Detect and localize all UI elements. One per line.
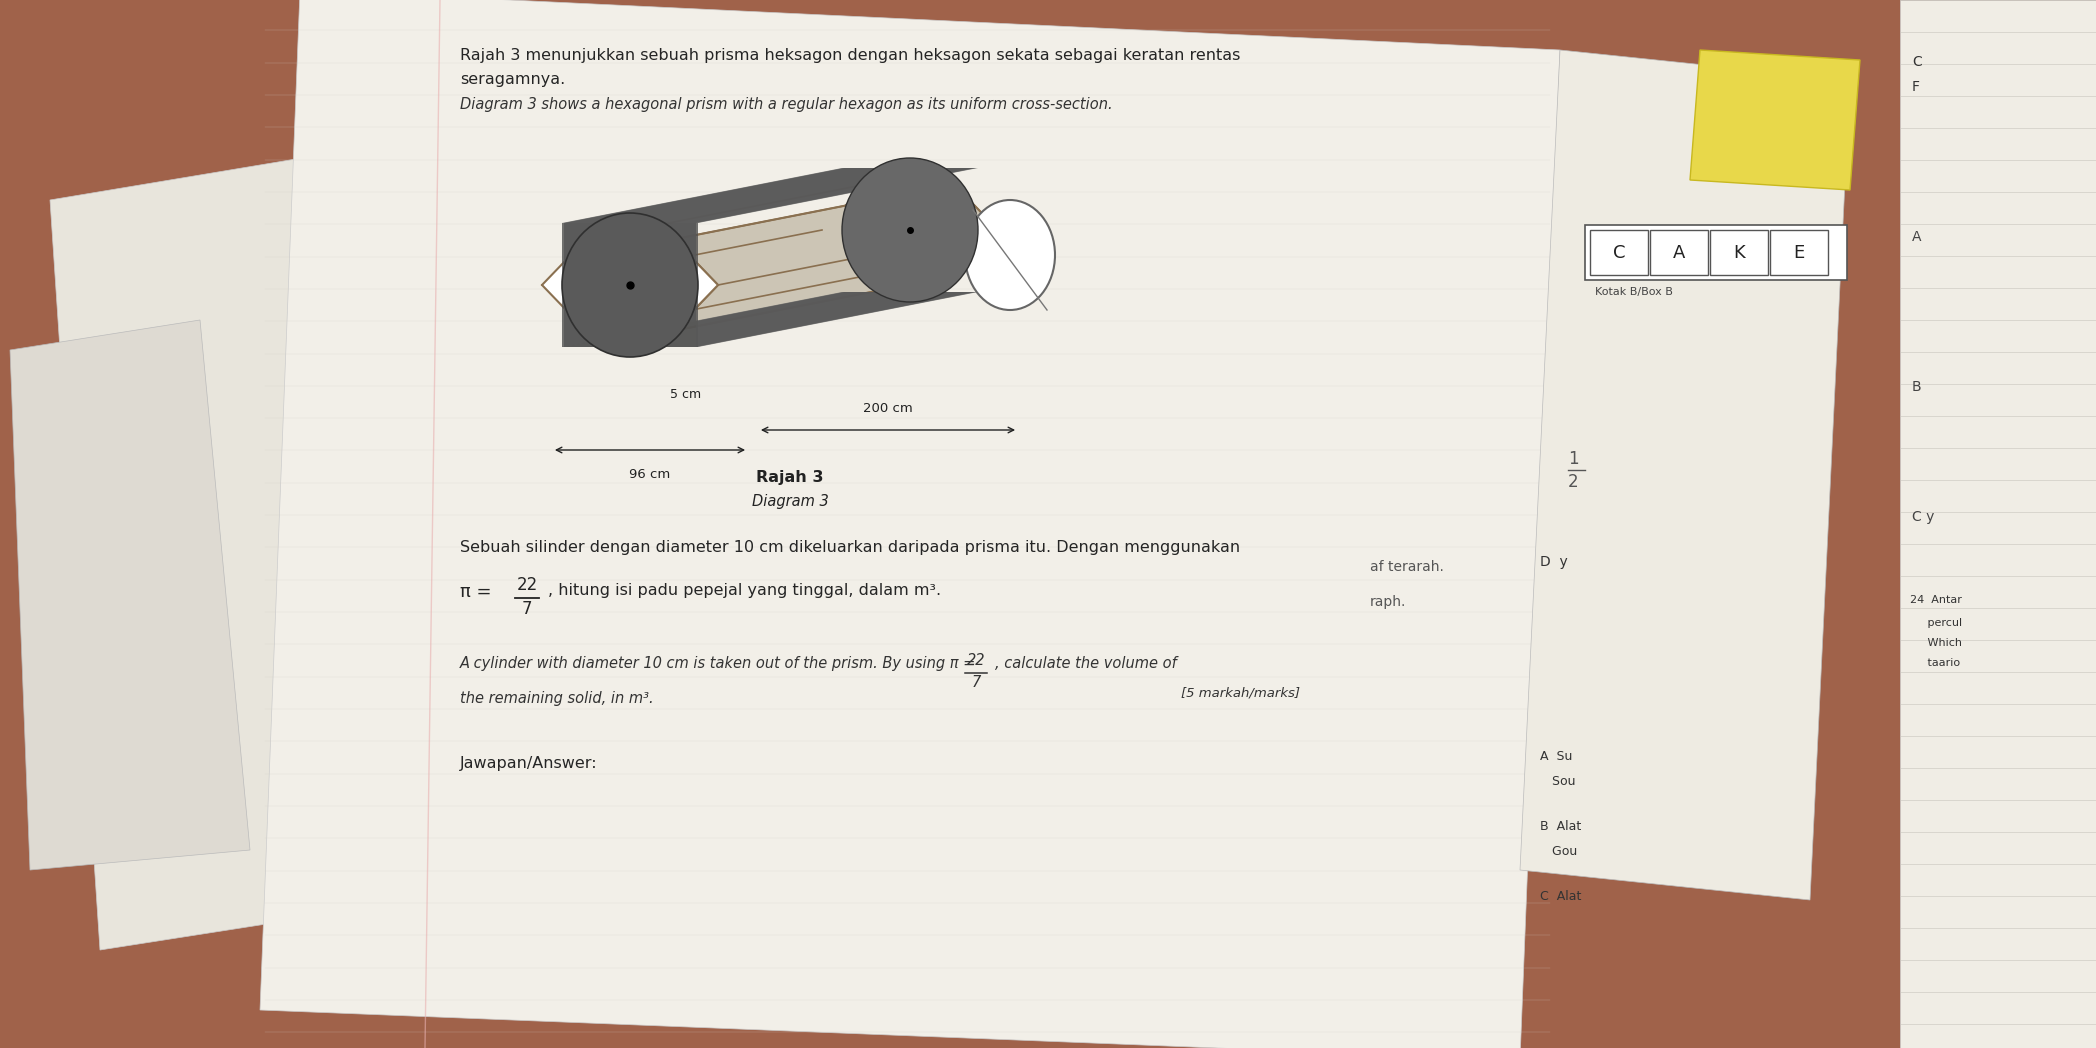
Text: Kotak B/Box B: Kotak B/Box B [1595, 287, 1673, 297]
Text: 5 cm: 5 cm [671, 388, 702, 401]
Polygon shape [543, 239, 719, 331]
Bar [1769, 230, 1828, 275]
Text: the remaining solid, in m³.: the remaining solid, in m³. [459, 691, 654, 706]
Polygon shape [260, 0, 1559, 1048]
Text: seragamnya.: seragamnya. [459, 72, 566, 87]
Text: B  Alat: B Alat [1541, 820, 1580, 833]
Text: Diagram 3: Diagram 3 [752, 494, 828, 509]
Bar [1650, 230, 1708, 275]
Text: taario: taario [1909, 658, 1960, 668]
Text: 7: 7 [522, 601, 532, 618]
Text: 22: 22 [516, 576, 539, 594]
Polygon shape [562, 292, 979, 347]
Text: F: F [1912, 80, 1920, 94]
Polygon shape [564, 168, 977, 347]
Text: Diagram 3 shows a hexagonal prism with a regular hexagon as its uniform cross-se: Diagram 3 shows a hexagonal prism with a… [459, 97, 1113, 112]
Text: Sebuah silinder dengan diameter 10 cm dikeluarkan daripada prisma itu. Dengan me: Sebuah silinder dengan diameter 10 cm di… [459, 540, 1241, 555]
Text: Which: Which [1909, 638, 1962, 648]
Polygon shape [675, 184, 998, 331]
Text: raph.: raph. [1371, 595, 1406, 609]
Polygon shape [822, 184, 998, 276]
Text: 2: 2 [1568, 473, 1578, 492]
Text: 24  Antar: 24 Antar [1909, 595, 1962, 605]
Text: C  Alat: C Alat [1541, 890, 1580, 903]
Text: C: C [1912, 54, 1922, 69]
Polygon shape [50, 150, 419, 949]
Polygon shape [10, 320, 249, 870]
Text: [5 markah/marks]: [5 markah/marks] [1180, 686, 1300, 699]
Text: D  y: D y [1541, 555, 1568, 569]
Text: A cylinder with diameter 10 cm is taken out of the prism. By using π =: A cylinder with diameter 10 cm is taken … [459, 656, 977, 671]
Text: A  Su: A Su [1541, 750, 1572, 763]
Text: π =: π = [459, 583, 490, 601]
Bar [1591, 230, 1647, 275]
Text: af terarah.: af terarah. [1371, 560, 1444, 574]
Text: 7: 7 [970, 675, 981, 690]
Text: Rajah 3: Rajah 3 [757, 470, 824, 485]
Bar [1585, 225, 1847, 280]
Bar [1710, 230, 1769, 275]
Polygon shape [1899, 0, 2096, 1048]
Text: 96 cm: 96 cm [629, 468, 671, 481]
Polygon shape [1520, 50, 1851, 900]
Text: , hitung isi padu pepejal yang tinggal, dalam m³.: , hitung isi padu pepejal yang tinggal, … [547, 583, 941, 598]
Text: K: K [1733, 243, 1744, 262]
Ellipse shape [964, 200, 1054, 310]
Text: 1: 1 [1568, 450, 1578, 468]
Text: A: A [1673, 243, 1685, 262]
Text: C: C [1612, 243, 1624, 262]
Text: B: B [1912, 380, 1922, 394]
Text: 200 cm: 200 cm [864, 402, 914, 415]
Text: C y: C y [1912, 510, 1935, 524]
Ellipse shape [843, 158, 979, 302]
Text: 22: 22 [966, 653, 985, 668]
Polygon shape [562, 223, 698, 347]
Text: A: A [1912, 230, 1922, 244]
Polygon shape [562, 168, 979, 223]
Text: Sou: Sou [1541, 776, 1576, 788]
Text: E: E [1794, 243, 1805, 262]
Ellipse shape [562, 213, 698, 357]
Polygon shape [1689, 50, 1859, 190]
Text: Jawapan/Answer:: Jawapan/Answer: [459, 756, 597, 771]
Text: Gou: Gou [1541, 845, 1578, 858]
Text: percul: percul [1909, 618, 1962, 628]
Text: Rajah 3 menunjukkan sebuah prisma heksagon dengan heksagon sekata sebagai kerata: Rajah 3 menunjukkan sebuah prisma heksag… [459, 48, 1241, 63]
Text: , calculate the volume of: , calculate the volume of [996, 656, 1176, 671]
